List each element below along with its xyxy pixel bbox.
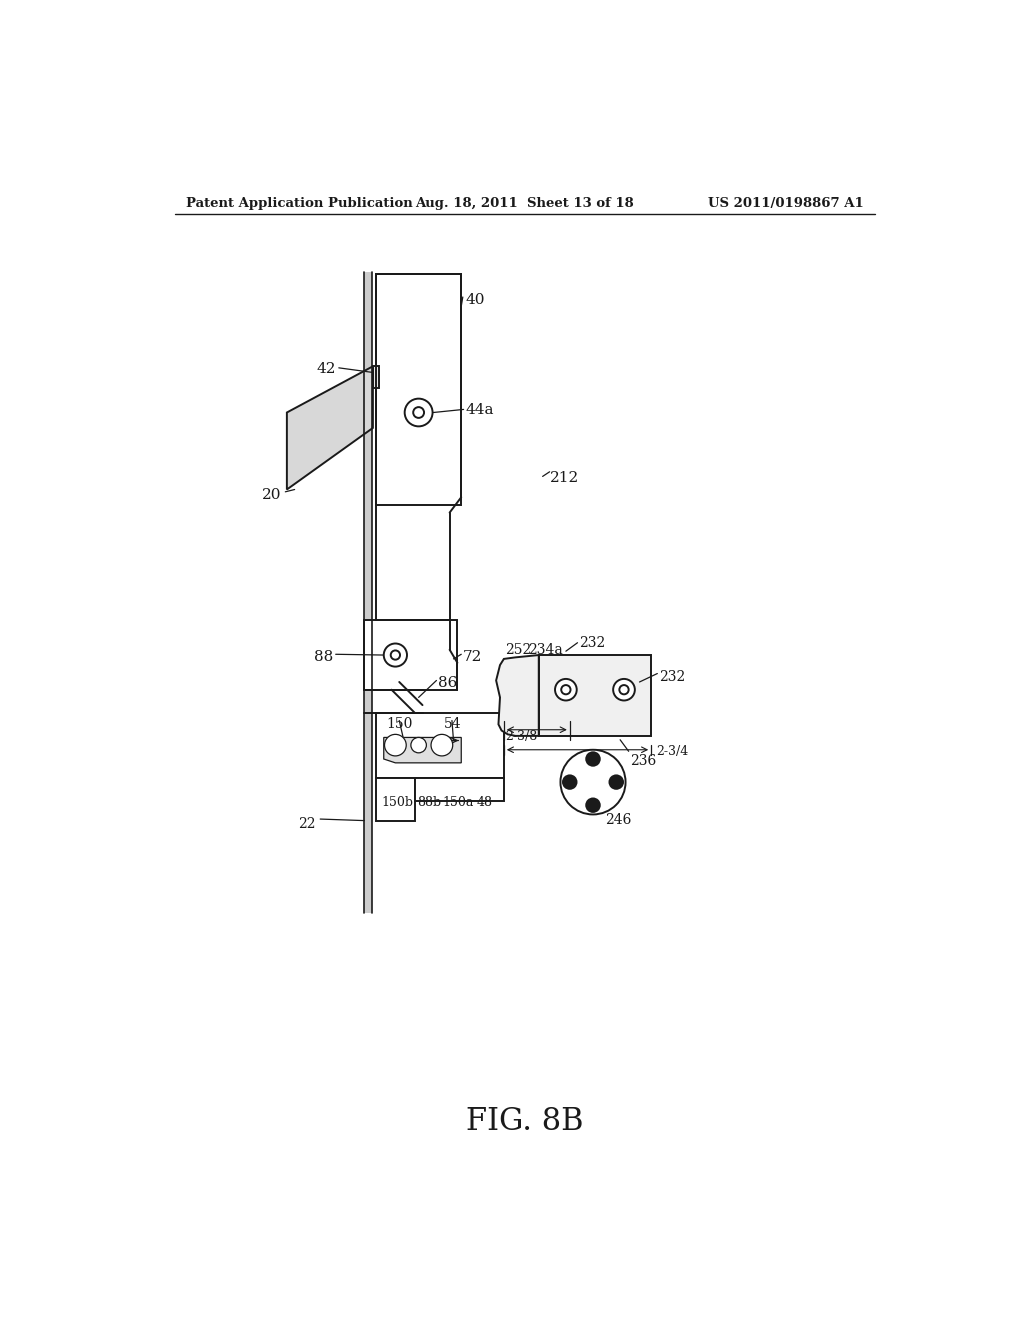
Text: 246: 246 bbox=[604, 813, 631, 826]
Circle shape bbox=[384, 644, 407, 667]
Text: 150b: 150b bbox=[381, 796, 414, 809]
Circle shape bbox=[391, 651, 400, 660]
Text: 86: 86 bbox=[438, 676, 458, 690]
Circle shape bbox=[562, 775, 578, 789]
Text: 44a: 44a bbox=[465, 404, 494, 417]
Text: 22: 22 bbox=[299, 817, 316, 830]
Text: 48: 48 bbox=[477, 796, 493, 809]
Circle shape bbox=[620, 685, 629, 694]
Bar bbox=[365, 620, 458, 689]
Text: 2-3/4: 2-3/4 bbox=[656, 744, 689, 758]
Bar bbox=[376, 779, 415, 821]
Bar bbox=[373, 367, 379, 388]
Text: Patent Application Publication: Patent Application Publication bbox=[186, 197, 413, 210]
Circle shape bbox=[587, 776, 599, 788]
Circle shape bbox=[404, 399, 432, 426]
Polygon shape bbox=[496, 655, 539, 737]
Text: US 2011/0198867 A1: US 2011/0198867 A1 bbox=[709, 197, 864, 210]
Polygon shape bbox=[287, 367, 373, 490]
Text: 236: 236 bbox=[630, 754, 656, 768]
Text: 232: 232 bbox=[579, 636, 605, 649]
Text: 54: 54 bbox=[444, 718, 462, 731]
Bar bbox=[376, 713, 504, 779]
Text: FIG. 8B: FIG. 8B bbox=[466, 1106, 584, 1137]
Bar bbox=[539, 655, 651, 737]
Text: Aug. 18, 2011  Sheet 13 of 18: Aug. 18, 2011 Sheet 13 of 18 bbox=[416, 197, 634, 210]
Text: 20: 20 bbox=[262, 488, 282, 502]
Circle shape bbox=[411, 738, 426, 752]
Text: 232: 232 bbox=[658, 671, 685, 685]
Text: 2-3/8: 2-3/8 bbox=[506, 730, 538, 743]
Bar bbox=[365, 272, 372, 913]
Text: 234a: 234a bbox=[528, 644, 562, 657]
Circle shape bbox=[586, 751, 601, 767]
Circle shape bbox=[613, 678, 635, 701]
Text: 42: 42 bbox=[316, 363, 336, 376]
Text: 252: 252 bbox=[506, 644, 531, 657]
Text: 212: 212 bbox=[550, 471, 580, 484]
Circle shape bbox=[414, 407, 424, 418]
Circle shape bbox=[385, 734, 407, 756]
Bar bbox=[376, 275, 461, 506]
Bar bbox=[415, 779, 504, 801]
Text: 88: 88 bbox=[314, 649, 333, 664]
Circle shape bbox=[560, 750, 626, 814]
Text: 88b: 88b bbox=[417, 796, 441, 809]
Text: 40: 40 bbox=[465, 293, 484, 308]
Text: 150a: 150a bbox=[442, 796, 474, 809]
Circle shape bbox=[561, 685, 570, 694]
Text: 150: 150 bbox=[386, 718, 413, 731]
Circle shape bbox=[586, 797, 601, 813]
Circle shape bbox=[431, 734, 453, 756]
Circle shape bbox=[555, 678, 577, 701]
Polygon shape bbox=[384, 738, 461, 763]
Text: 72: 72 bbox=[463, 649, 482, 664]
Circle shape bbox=[608, 775, 624, 789]
